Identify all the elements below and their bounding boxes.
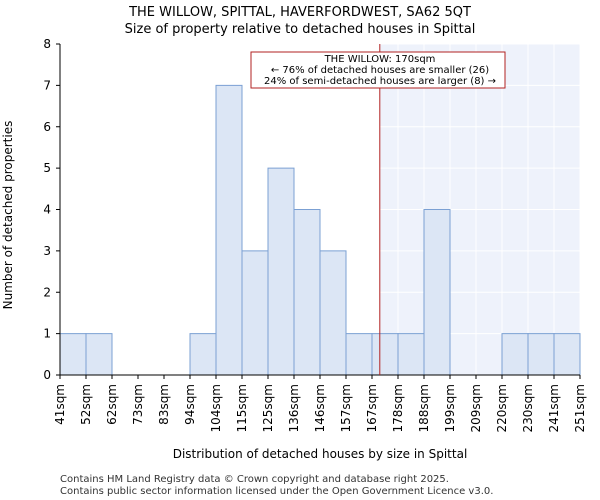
footer-line1: Contains HM Land Registry data © Crown c…	[60, 474, 449, 485]
x-tick-label: 41sqm	[53, 384, 67, 425]
bar-41sqm	[59, 333, 87, 376]
annotation-box	[250, 51, 506, 89]
y-tick-label: 7	[43, 78, 51, 92]
x-tick-label: 178sqm	[391, 384, 405, 432]
bar-157sqm	[345, 333, 373, 376]
x-tick-label: 167sqm	[365, 384, 379, 432]
footer-line2: Contains public sector information licen…	[60, 486, 493, 497]
bar-241sqm	[553, 333, 581, 376]
x-axis-label: Distribution of detached houses by size …	[173, 447, 468, 461]
bars	[59, 84, 581, 376]
annotation-line2: ← 76% of detached houses are smaller (26…	[271, 65, 489, 76]
chart-title-line1: THE WILLOW, SPITTAL, HAVERFORDWEST, SA62…	[128, 5, 471, 20]
x-tick-label: 209sqm	[469, 384, 483, 432]
y-tick-label: 2	[43, 285, 51, 299]
x-tick-label: 241sqm	[547, 384, 561, 432]
y-tick-labels: 0 1 2 3 4 5 6 7 8	[43, 37, 60, 382]
x-tick-label: 199sqm	[443, 384, 457, 432]
bar-115sqm	[241, 250, 269, 376]
bar-188sqm	[423, 209, 451, 376]
y-tick-label: 0	[43, 368, 51, 382]
y-tick-label: 5	[43, 161, 51, 175]
bar-125sqm	[267, 167, 295, 376]
x-tick-label: 62sqm	[105, 384, 119, 425]
x-tick-label: 146sqm	[313, 384, 327, 432]
bar-146sqm	[319, 250, 347, 376]
x-tick-label: 220sqm	[495, 384, 509, 432]
x-tick-label: 94sqm	[183, 384, 197, 425]
x-tick-label: 104sqm	[209, 384, 223, 432]
x-tick-label: 73sqm	[131, 384, 145, 425]
y-tick-label: 6	[43, 120, 51, 134]
y-tick-label: 3	[43, 244, 51, 258]
bar-136sqm	[293, 209, 321, 376]
x-tick-label: 157sqm	[339, 384, 353, 432]
y-tick-label: 4	[43, 203, 51, 217]
y-tick-label: 1	[43, 327, 51, 341]
bar-52sqm	[85, 333, 113, 376]
x-tick-label: 52sqm	[79, 384, 93, 425]
x-tick-label: 115sqm	[235, 384, 249, 432]
bar-104sqm	[215, 84, 243, 376]
x-tick-label: 188sqm	[417, 384, 431, 432]
x-tick-label: 230sqm	[521, 384, 535, 432]
bar-94sqm	[189, 333, 217, 376]
annotation-line3: 24% of semi-detached houses are larger (…	[264, 76, 496, 87]
y-axis-label: Number of detached properties	[1, 121, 15, 310]
y-tick-label: 8	[43, 37, 51, 51]
bar-230sqm	[527, 333, 555, 376]
x-tick-labels: 41sqm 52sqm 62sqm 73sqm 83sqm 94sqm 104sqm 115s…	[53, 375, 587, 432]
x-tick-label: 136sqm	[287, 384, 301, 432]
bar-178sqm	[397, 333, 425, 376]
annotation-line1: THE WILLOW: 170sqm	[324, 54, 436, 65]
x-tick-label: 251sqm	[573, 384, 587, 432]
chart-title-line2: Size of property relative to detached ho…	[125, 22, 476, 37]
bar-167sqm	[371, 333, 399, 376]
x-tick-label: 125sqm	[261, 384, 275, 432]
x-tick-label: 83sqm	[157, 384, 171, 425]
bar-220sqm	[501, 333, 529, 376]
